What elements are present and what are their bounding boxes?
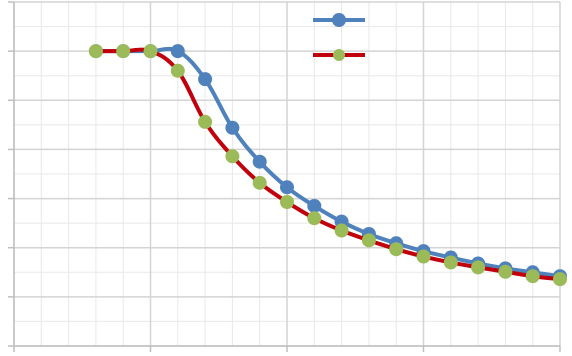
series-2-marker [553, 272, 567, 287]
series-1-marker [225, 120, 240, 135]
series-2-marker [307, 211, 322, 226]
series-2-marker [361, 233, 376, 248]
series-2-marker [143, 44, 158, 59]
series-1-marker [198, 72, 213, 87]
series-2-marker [471, 260, 486, 275]
series-2-marker [280, 195, 294, 210]
series-2-marker [389, 242, 404, 257]
series-2-marker [116, 44, 131, 59]
legend-marker-1 [332, 13, 346, 27]
series-1-marker [280, 180, 294, 195]
series-2-marker [225, 149, 240, 164]
series-2-marker [252, 175, 267, 190]
series-2-marker [88, 44, 103, 59]
chart-axes [8, 1, 561, 352]
series-2-marker [525, 269, 540, 284]
series-2-marker [334, 223, 349, 238]
series-1-marker [252, 154, 267, 169]
series-layer [88, 44, 567, 287]
series-2-marker [170, 63, 185, 78]
series-2-marker [498, 264, 513, 279]
legend-marker-2 [333, 49, 345, 61]
legend [313, 13, 365, 61]
series-1-marker [307, 198, 322, 213]
series-2-marker [416, 249, 431, 264]
series-2-marker [443, 255, 458, 270]
series-1-marker [170, 44, 185, 59]
series-2-marker [198, 114, 213, 129]
